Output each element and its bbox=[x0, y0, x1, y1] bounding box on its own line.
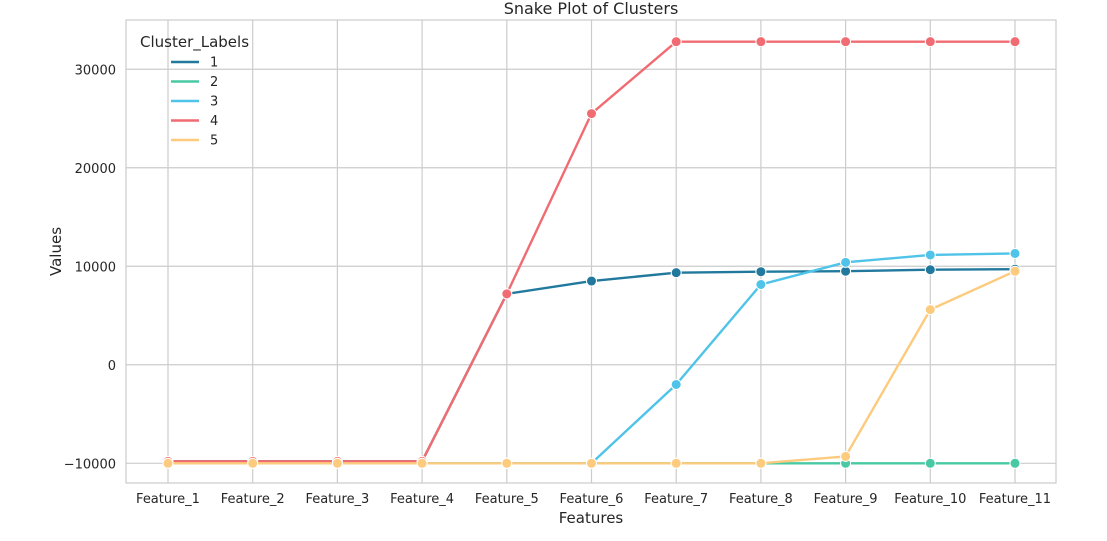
x-tick-label: Feature_6 bbox=[560, 492, 624, 507]
legend: Cluster_Labels 1 2 3 4 5 bbox=[140, 33, 249, 149]
data-point bbox=[924, 249, 936, 261]
axis-layer: Feature_1 Feature_2 Feature_3 Feature_4 Feat… bbox=[64, 63, 1051, 507]
data-point bbox=[840, 256, 852, 268]
series-5 bbox=[162, 265, 1021, 469]
data-point bbox=[924, 264, 936, 276]
plot-frame bbox=[125, 19, 1057, 484]
y-axis-label: Values bbox=[47, 227, 65, 276]
data-point bbox=[840, 36, 852, 48]
grid-layer bbox=[126, 20, 1056, 483]
data-point bbox=[924, 457, 936, 469]
data-point bbox=[755, 36, 767, 48]
x-tick-label: Feature_1 bbox=[136, 492, 200, 507]
chart-title: Snake Plot of Clusters bbox=[504, 0, 679, 18]
data-point bbox=[1009, 36, 1021, 48]
data-point bbox=[840, 450, 852, 462]
data-point bbox=[924, 304, 936, 316]
data-point bbox=[755, 266, 767, 278]
x-tick-label: Feature_7 bbox=[644, 492, 708, 507]
x-tick-label: Feature_2 bbox=[221, 492, 285, 507]
data-point bbox=[755, 457, 767, 469]
data-point bbox=[501, 457, 513, 469]
legend-label: 1 bbox=[210, 56, 218, 71]
legend-label: 3 bbox=[210, 95, 218, 110]
data-point bbox=[501, 288, 513, 300]
legend-label: 2 bbox=[210, 75, 218, 90]
data-point bbox=[670, 36, 682, 48]
legend-label: 5 bbox=[210, 134, 218, 149]
data-point bbox=[670, 267, 682, 279]
data-point bbox=[670, 457, 682, 469]
data-point bbox=[162, 457, 174, 469]
x-tick-label: Feature_3 bbox=[305, 492, 369, 507]
data-point bbox=[1009, 265, 1021, 277]
x-axis-label: Features bbox=[559, 509, 624, 527]
data-point bbox=[586, 275, 597, 287]
x-tick-label: Feature_10 bbox=[894, 492, 966, 507]
data-point bbox=[924, 36, 936, 48]
data-point bbox=[247, 457, 259, 469]
y-tick-label: −10000 bbox=[64, 457, 116, 472]
data-point bbox=[670, 378, 682, 390]
y-tick-label: 0 bbox=[108, 359, 116, 374]
y-tick-label: 30000 bbox=[75, 63, 116, 78]
series-layer bbox=[162, 36, 1021, 469]
x-tick-label: Feature_8 bbox=[729, 492, 793, 507]
legend-title: Cluster_Labels bbox=[140, 33, 249, 52]
data-point bbox=[755, 279, 767, 291]
y-tick-label: 20000 bbox=[75, 162, 116, 177]
x-tick-label: Feature_9 bbox=[814, 492, 878, 507]
legend-label: 4 bbox=[210, 114, 218, 129]
data-point bbox=[331, 457, 343, 469]
data-point bbox=[586, 108, 597, 120]
data-point bbox=[1009, 247, 1021, 259]
data-point bbox=[586, 457, 597, 469]
x-tick-label: Feature_4 bbox=[390, 492, 454, 507]
y-tick-label: 10000 bbox=[75, 260, 116, 275]
data-point bbox=[1009, 457, 1021, 469]
x-tick-label: Feature_11 bbox=[979, 492, 1051, 507]
x-tick-label: Feature_5 bbox=[475, 492, 539, 507]
data-point bbox=[416, 457, 428, 469]
